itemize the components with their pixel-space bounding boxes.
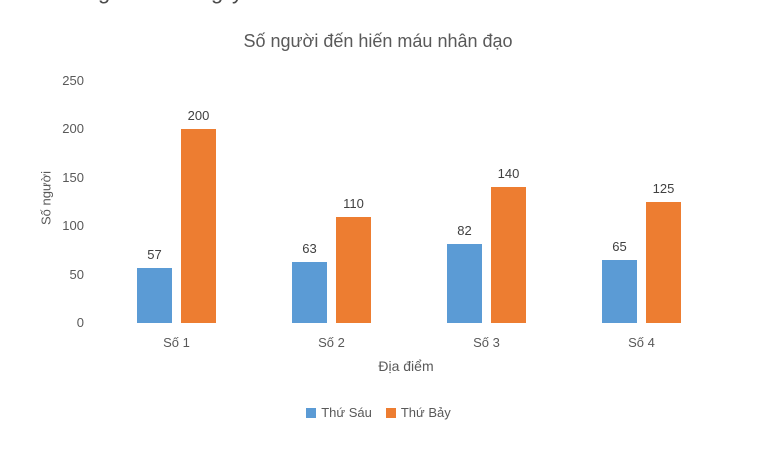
bar-Thứ Sáu-Số 4 <box>602 260 637 323</box>
x-category-label: Số 1 <box>163 335 190 350</box>
x-category-label: Số 4 <box>628 335 655 350</box>
data-label: 200 <box>187 108 210 124</box>
data-label: 63 <box>302 241 317 257</box>
bar-Thứ Bảy-Số 3 <box>491 187 526 323</box>
legend-item-Thứ Sáu: Thứ Sáu <box>306 406 372 420</box>
x-category-label: Số 3 <box>473 335 500 350</box>
y-tick-label: 200 <box>62 121 84 137</box>
chart-title: Số người đến hiến máu nhân đạo <box>243 31 513 51</box>
bar-Thứ Bảy-Số 1 <box>181 129 216 323</box>
y-tick-label: 150 <box>62 169 84 185</box>
clipped-text-descender: y <box>232 0 243 5</box>
data-label: 57 <box>147 246 162 262</box>
legend: Thứ Sáu Thứ Bảy <box>0 404 757 422</box>
bar-Thứ Sáu-Số 3 <box>447 243 482 323</box>
x-axis-title: Địa điểm <box>378 358 434 374</box>
y-tick-label: 250 <box>62 73 84 88</box>
bar-Thứ Sáu-Số 2 <box>292 262 327 323</box>
legend-swatch-icon <box>385 408 396 418</box>
data-label: 65 <box>612 239 627 255</box>
clipped-text-descender: g <box>98 0 110 5</box>
bar-Thứ Sáu-Số 1 <box>137 267 172 323</box>
x-category-label: Số 2 <box>318 335 345 350</box>
legend-label: Thứ Sáu <box>321 405 372 420</box>
data-label: 125 <box>652 181 675 196</box>
y-tick-label: 100 <box>62 218 84 234</box>
data-label: 82 <box>457 222 472 238</box>
clipped-text-descender: g <box>211 0 223 5</box>
y-tick-label: 50 <box>69 266 84 282</box>
y-tick-label: 0 <box>76 315 84 330</box>
legend-swatch-icon <box>306 408 317 418</box>
legend-label: Thứ Bảy <box>400 405 451 420</box>
bar-Thứ Bảy-Số 2 <box>336 216 371 323</box>
legend-item-Thứ Bảy: Thứ Bảy <box>385 405 451 420</box>
bar-Thứ Bảy-Số 4 <box>646 202 681 323</box>
data-label: 140 <box>497 166 520 182</box>
data-label: 110 <box>343 195 364 211</box>
clipped-text-line: g g y <box>0 0 780 6</box>
